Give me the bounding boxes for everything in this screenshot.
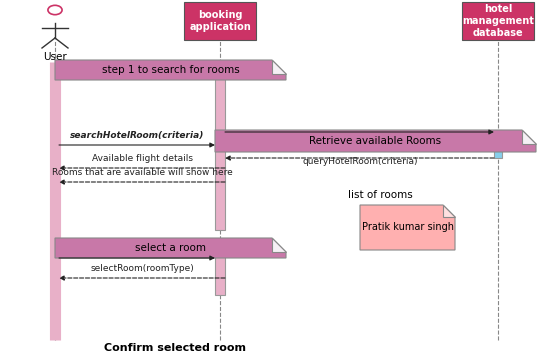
Text: Confirm selected room: Confirm selected room bbox=[104, 343, 246, 353]
Text: Available flight details: Available flight details bbox=[91, 154, 193, 163]
Polygon shape bbox=[272, 238, 286, 252]
Text: Retrieve available Rooms: Retrieve available Rooms bbox=[310, 136, 442, 146]
Text: queryHotelRoom(criteria): queryHotelRoom(criteria) bbox=[302, 157, 418, 166]
Text: booking
application: booking application bbox=[189, 10, 251, 32]
FancyBboxPatch shape bbox=[215, 245, 225, 295]
Polygon shape bbox=[55, 238, 286, 258]
Polygon shape bbox=[443, 205, 455, 217]
Text: searchHotelRoom(criteria): searchHotelRoom(criteria) bbox=[70, 131, 204, 140]
FancyBboxPatch shape bbox=[215, 75, 225, 230]
Text: list of rooms: list of rooms bbox=[348, 190, 412, 200]
FancyBboxPatch shape bbox=[494, 130, 502, 158]
Text: User: User bbox=[43, 52, 67, 62]
FancyBboxPatch shape bbox=[462, 2, 534, 40]
Text: step 1 to search for rooms: step 1 to search for rooms bbox=[102, 65, 239, 75]
Polygon shape bbox=[360, 205, 455, 250]
Text: Pratik kumar singh: Pratik kumar singh bbox=[362, 222, 454, 233]
Polygon shape bbox=[215, 130, 536, 152]
Text: hotel
management
database: hotel management database bbox=[462, 4, 534, 37]
Text: selectRoom(roomType): selectRoom(roomType) bbox=[90, 264, 194, 273]
Polygon shape bbox=[522, 130, 536, 144]
Polygon shape bbox=[55, 60, 286, 80]
Text: Rooms that are available will show here: Rooms that are available will show here bbox=[52, 168, 232, 177]
Text: select a room: select a room bbox=[135, 243, 206, 253]
Polygon shape bbox=[272, 60, 286, 74]
FancyBboxPatch shape bbox=[184, 2, 256, 40]
